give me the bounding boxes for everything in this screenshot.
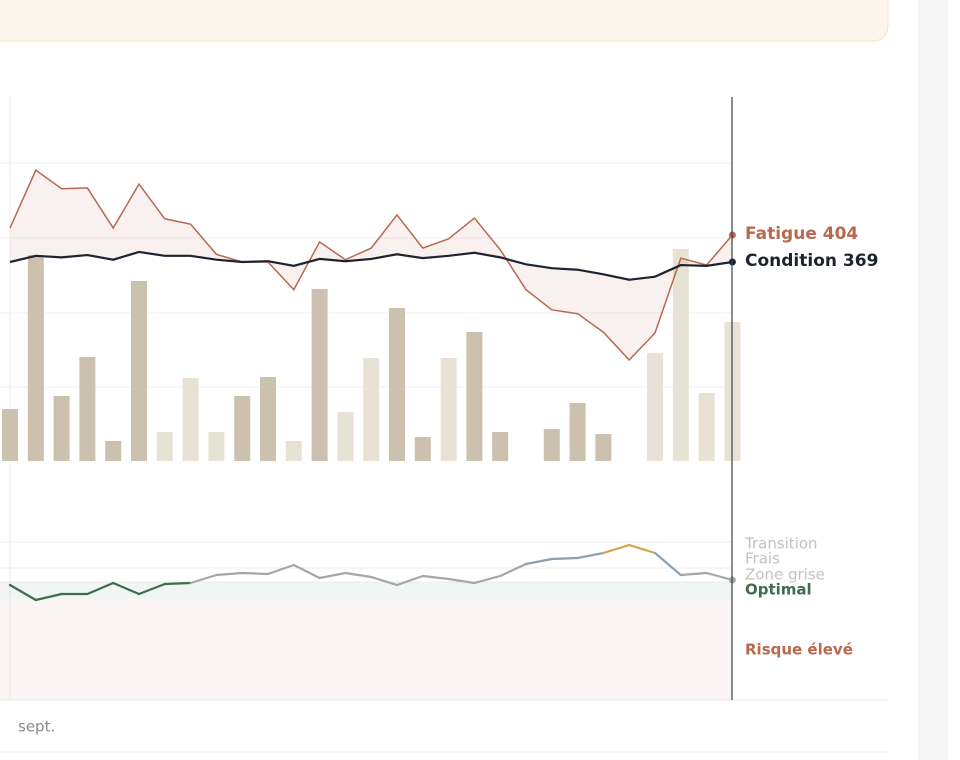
form-segment <box>318 571 347 580</box>
form-segment <box>189 573 218 585</box>
form-segment <box>370 575 399 587</box>
bar <box>595 434 612 461</box>
form-segment <box>266 563 295 576</box>
form-segment <box>705 571 734 582</box>
form-segment <box>112 581 141 596</box>
series-label: Condition 369 <box>745 251 878 271</box>
banner <box>0 0 889 42</box>
zone-label: Zone grise <box>745 566 825 584</box>
series-name: Fatigue <box>745 224 817 244</box>
series-name: Condition <box>745 251 837 271</box>
bar <box>27 255 44 461</box>
zone-label: Optimal <box>745 581 812 599</box>
form-segment <box>344 571 373 579</box>
bar <box>2 409 18 461</box>
risk-zone <box>0 599 732 700</box>
bar <box>311 289 328 461</box>
zone-label: Transition <box>744 535 818 553</box>
zone-label: Frais <box>745 550 780 568</box>
form-segment <box>163 581 192 586</box>
series-value: 369 <box>843 251 879 271</box>
bar <box>414 437 431 461</box>
bar <box>182 378 199 461</box>
bar <box>672 249 689 461</box>
bar <box>131 281 147 461</box>
form-segment <box>137 582 166 596</box>
form-segment <box>34 592 63 602</box>
bar <box>79 357 96 461</box>
form-segment <box>8 583 37 602</box>
x-label: sept. <box>18 718 55 736</box>
form-segment <box>292 563 321 580</box>
bar <box>337 412 354 461</box>
series-value: 404 <box>823 224 859 244</box>
form-segment <box>473 574 502 585</box>
zone-label: Risque élevé <box>745 641 853 659</box>
bar <box>363 358 380 461</box>
form-segment <box>679 571 708 577</box>
form-segment <box>602 543 631 555</box>
bar <box>647 353 663 461</box>
bar <box>543 429 560 461</box>
form-segment <box>653 551 682 577</box>
bar <box>156 432 173 461</box>
bar <box>234 396 251 461</box>
optimal-zone <box>0 582 732 599</box>
form-segment <box>628 543 657 555</box>
form-segment <box>499 562 528 578</box>
side-strip <box>918 0 948 760</box>
bar <box>53 396 70 461</box>
fatigue-area <box>10 170 733 360</box>
form-segment <box>447 577 476 585</box>
bar <box>208 432 225 461</box>
form-segment <box>421 574 450 581</box>
form-segment <box>215 571 244 577</box>
bar <box>698 393 715 461</box>
bar <box>440 358 457 461</box>
bar <box>389 308 405 461</box>
series-line <box>9 250 733 281</box>
form-segment <box>241 571 270 576</box>
bar <box>466 332 483 461</box>
form-segment <box>86 581 115 596</box>
bar <box>260 377 276 461</box>
bar <box>569 403 586 461</box>
series-line <box>9 169 733 362</box>
series-label: Fatigue 404 <box>745 224 858 244</box>
form-segment <box>395 574 424 587</box>
bar <box>285 441 302 461</box>
form-segment <box>550 556 579 561</box>
form-segment <box>576 551 605 560</box>
bar <box>105 441 122 461</box>
form-segment <box>524 557 553 566</box>
bar <box>492 432 509 461</box>
